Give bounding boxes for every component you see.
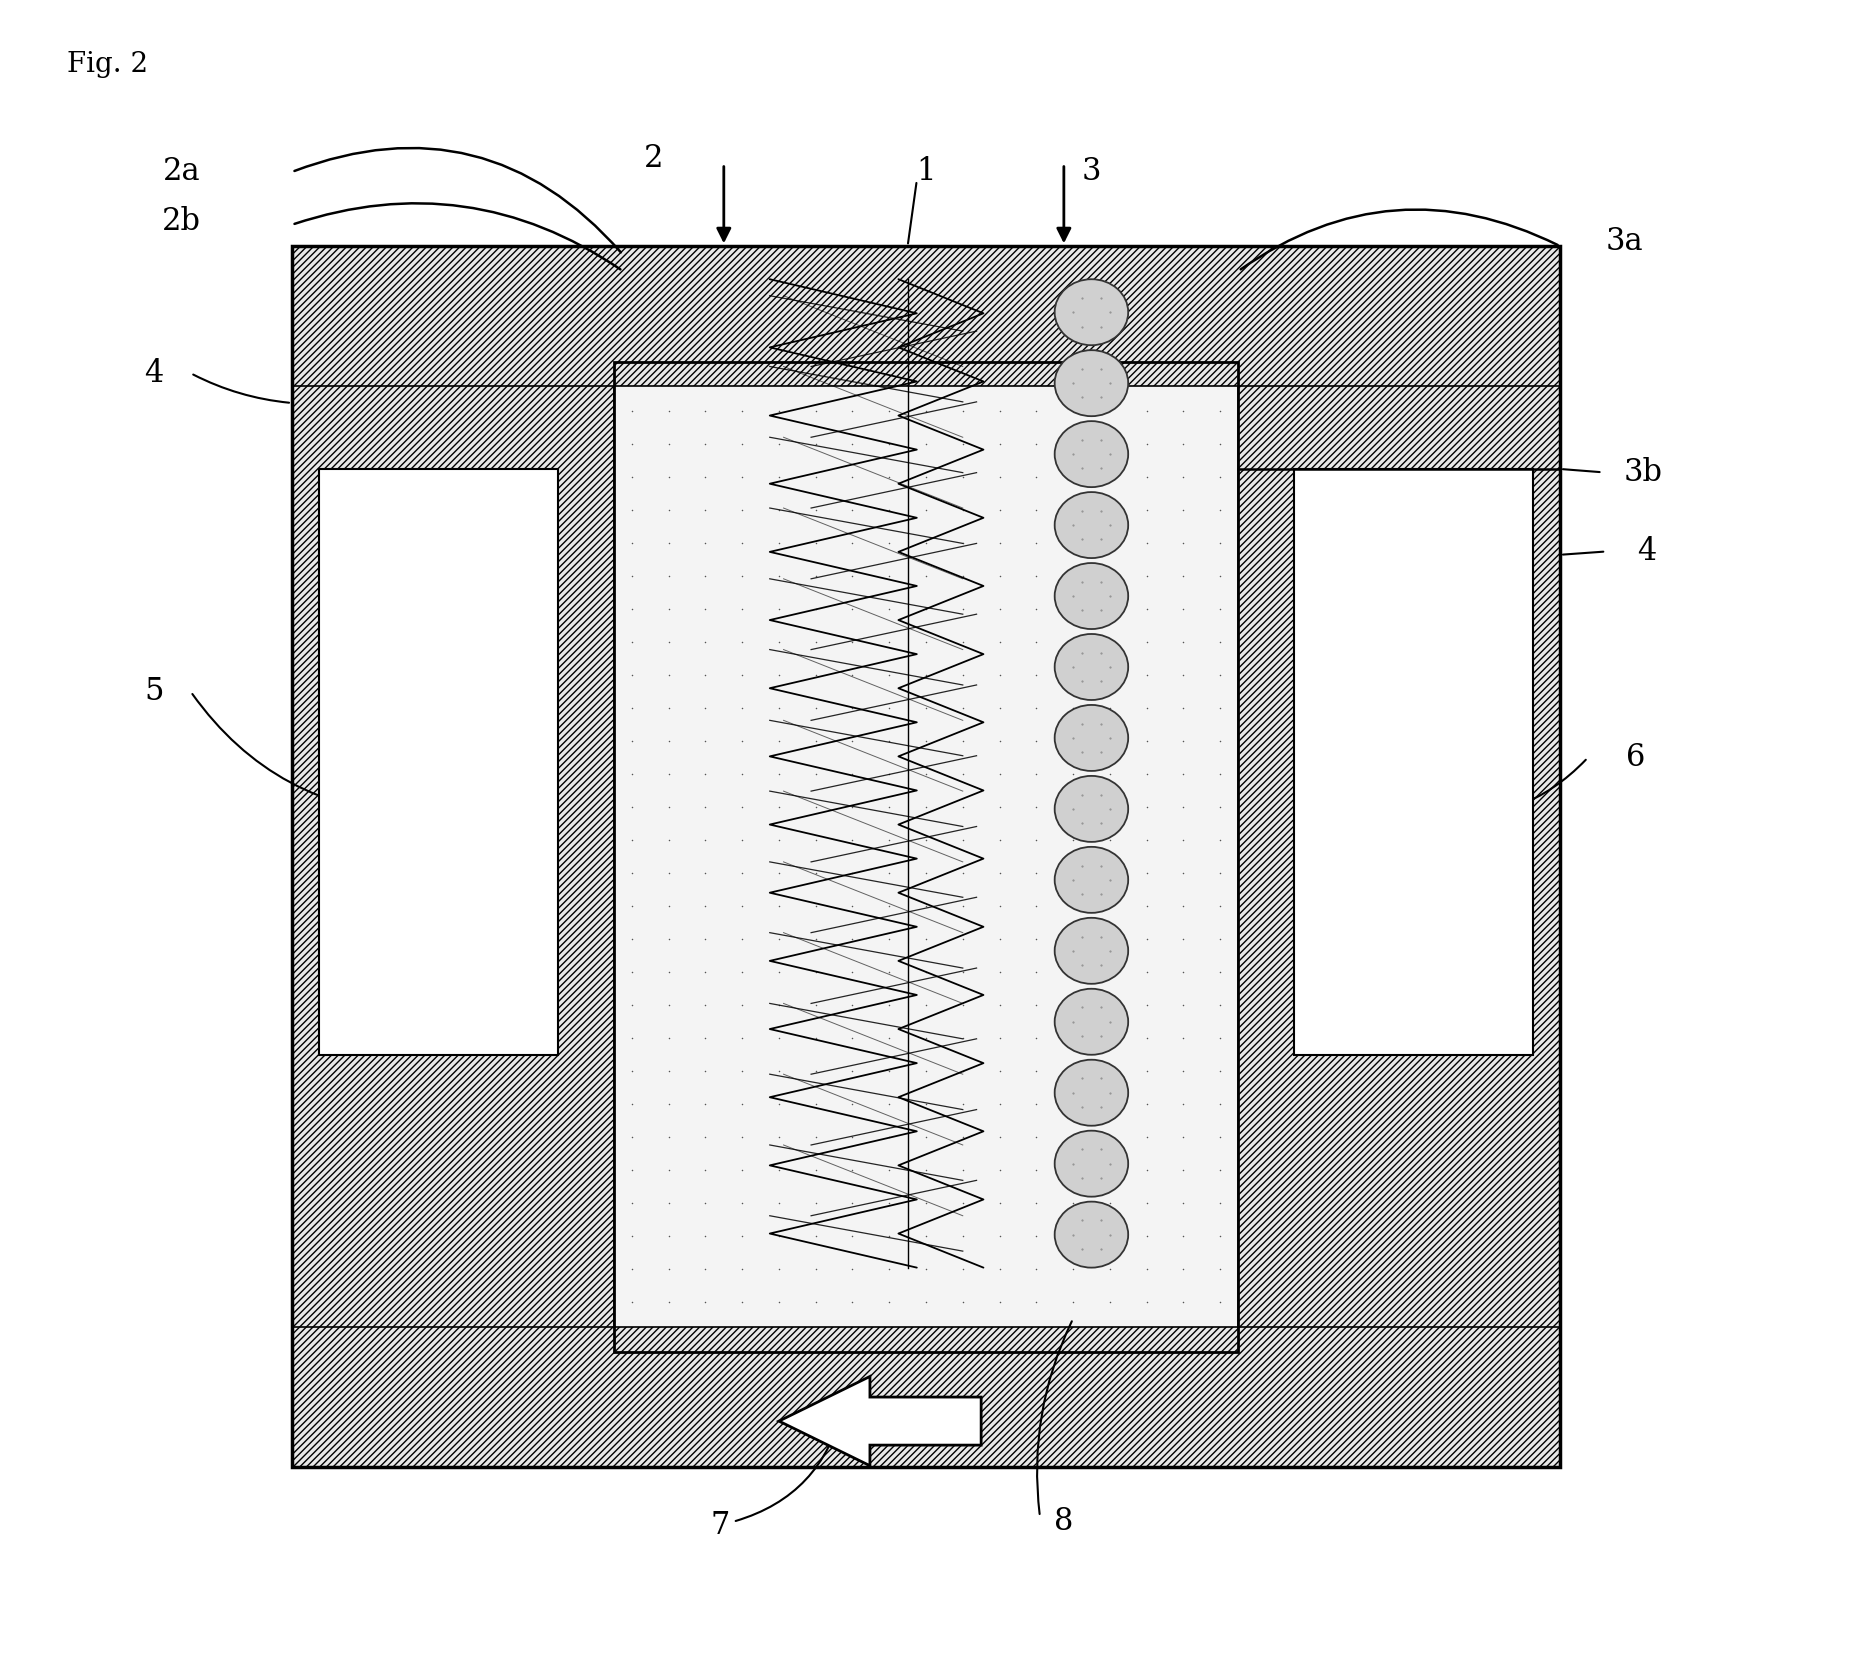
Text: 3b: 3b bbox=[1624, 458, 1663, 488]
Text: 4: 4 bbox=[144, 358, 163, 389]
Circle shape bbox=[1054, 421, 1128, 488]
Circle shape bbox=[1054, 706, 1128, 770]
Bar bbox=[1295, 469, 1533, 1055]
Bar bbox=[293, 1326, 1559, 1468]
Circle shape bbox=[1054, 634, 1128, 701]
Circle shape bbox=[1054, 493, 1128, 557]
Text: 2: 2 bbox=[644, 143, 663, 175]
Text: 8: 8 bbox=[1054, 1506, 1074, 1538]
Text: 6: 6 bbox=[1626, 742, 1645, 774]
Circle shape bbox=[1054, 280, 1128, 344]
Bar bbox=[613, 361, 1239, 1351]
Text: 2a: 2a bbox=[163, 156, 200, 188]
Text: 5: 5 bbox=[144, 676, 163, 707]
Polygon shape bbox=[780, 1376, 982, 1466]
Circle shape bbox=[1054, 562, 1128, 629]
Bar bbox=[293, 246, 1559, 1468]
Bar bbox=[613, 361, 1239, 1351]
Text: 3a: 3a bbox=[1606, 226, 1643, 256]
Text: 2b: 2b bbox=[163, 206, 202, 236]
Text: 7: 7 bbox=[711, 1509, 730, 1541]
Circle shape bbox=[1054, 847, 1128, 914]
Circle shape bbox=[1054, 988, 1128, 1055]
Text: 3: 3 bbox=[1082, 156, 1102, 188]
Bar bbox=[293, 246, 1559, 1468]
Circle shape bbox=[1054, 1130, 1128, 1196]
Circle shape bbox=[1054, 1060, 1128, 1127]
Bar bbox=[293, 246, 613, 1468]
Bar bbox=[1239, 246, 1559, 1468]
Circle shape bbox=[1054, 775, 1128, 842]
Circle shape bbox=[1054, 919, 1128, 983]
Circle shape bbox=[1054, 349, 1128, 416]
Text: Fig. 2: Fig. 2 bbox=[67, 52, 148, 78]
Text: 4: 4 bbox=[1637, 536, 1656, 567]
Circle shape bbox=[1054, 1201, 1128, 1268]
Bar bbox=[293, 246, 1559, 386]
Text: 1: 1 bbox=[917, 156, 935, 188]
Bar bbox=[319, 469, 557, 1055]
